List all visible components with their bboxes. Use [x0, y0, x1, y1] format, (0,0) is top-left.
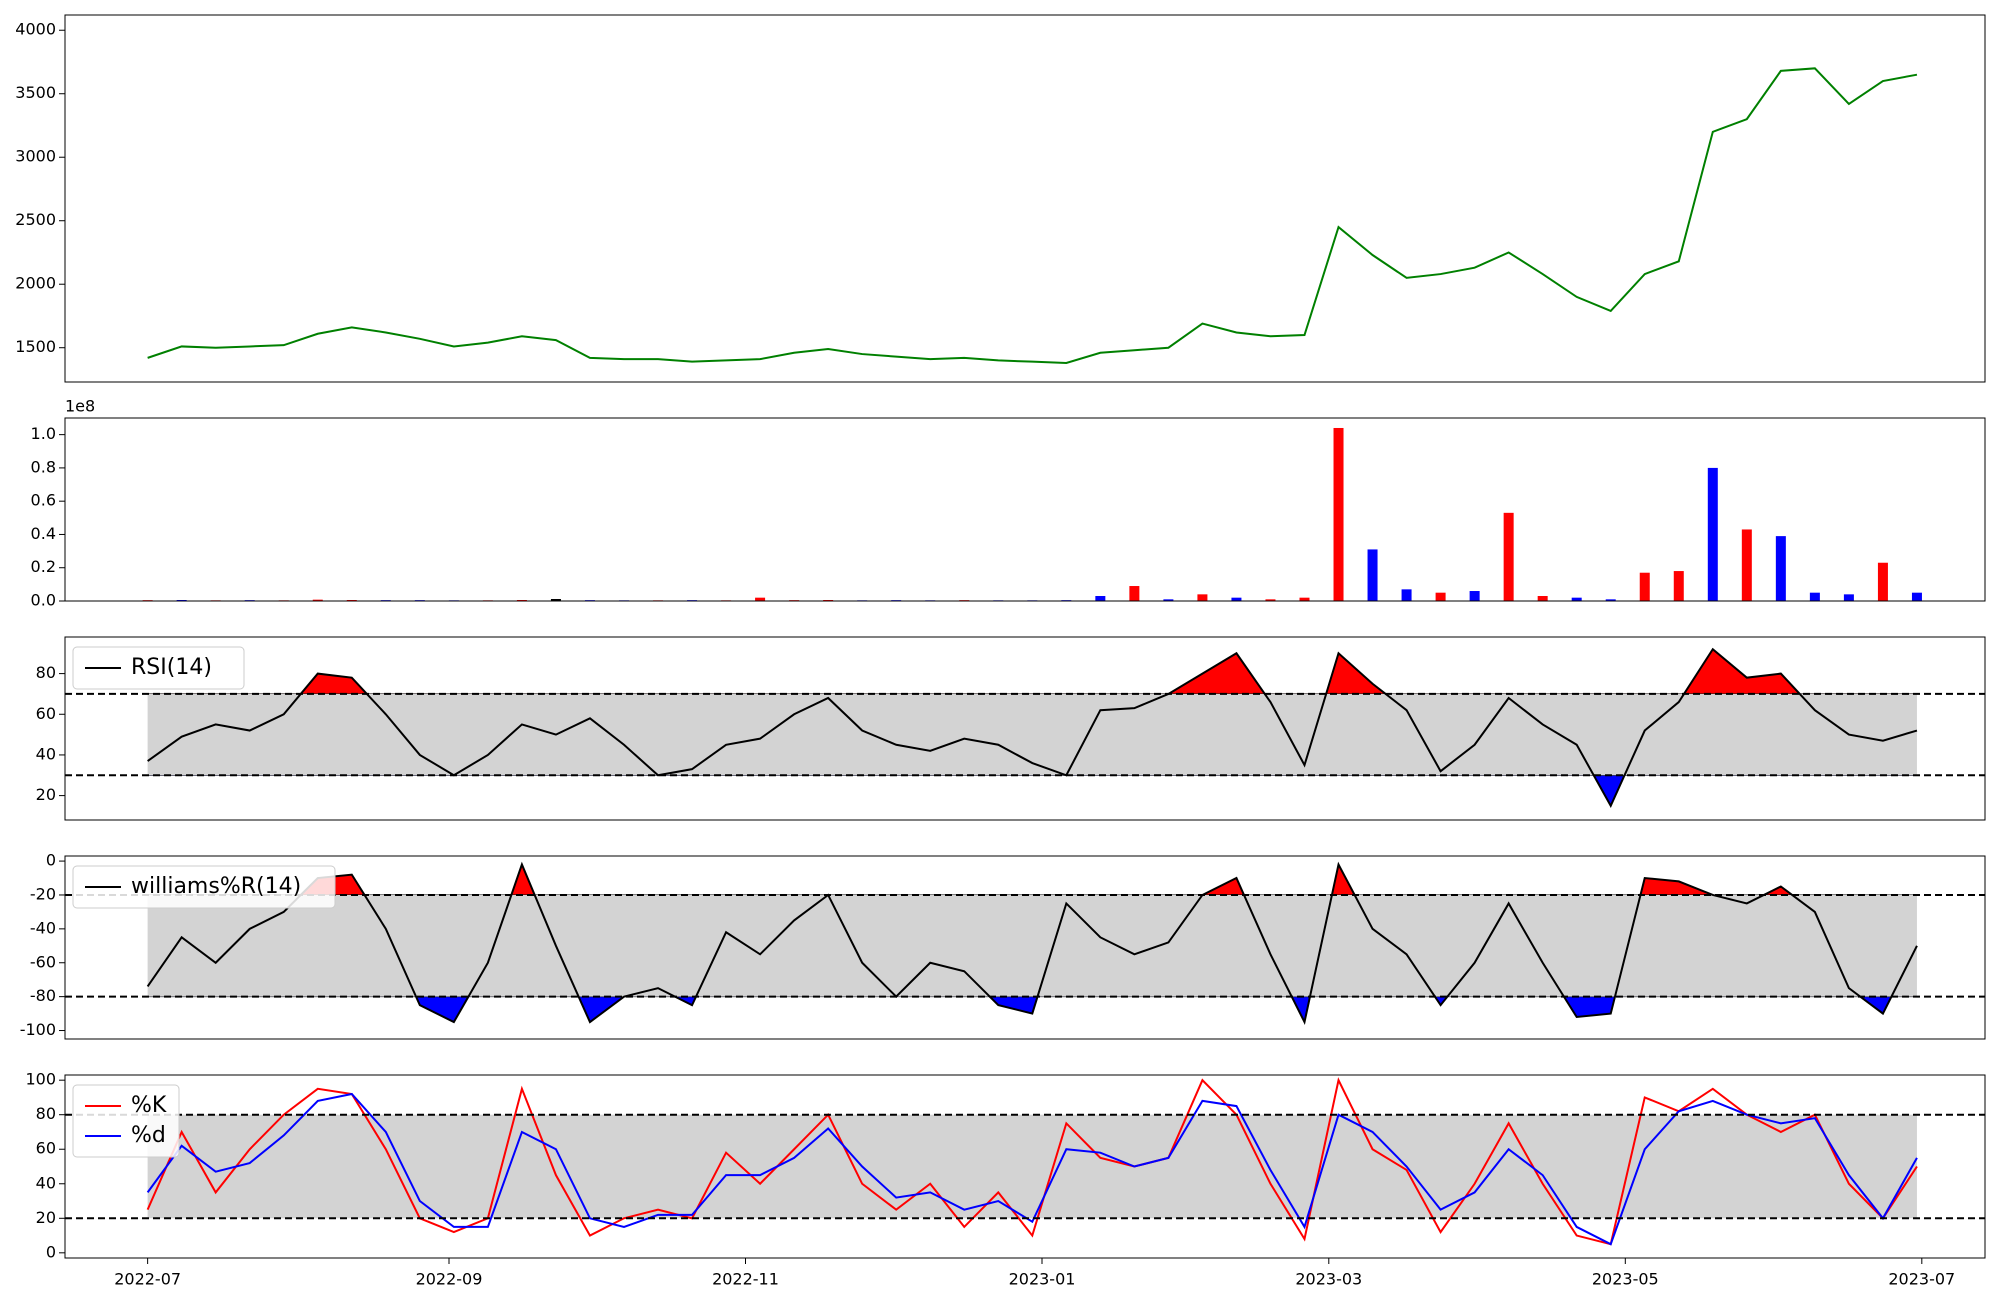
- volume-bar: [1843, 594, 1854, 601]
- volume-bar: [1741, 529, 1752, 601]
- y-tick-label: 60: [36, 704, 56, 723]
- legend-label: %d: [131, 1123, 166, 1148]
- y-tick-label: 0.4: [31, 524, 56, 543]
- volume-bar: [1265, 599, 1276, 601]
- x-tick-label: 2023-01: [1009, 1270, 1076, 1289]
- volume-bar: [1877, 562, 1888, 601]
- volume-bar: [1095, 596, 1106, 601]
- y-tick-label: 1.0: [31, 424, 56, 443]
- y-tick-label: -60: [30, 952, 56, 971]
- volume-bar: [1673, 571, 1684, 601]
- y-tick-label: 3000: [15, 147, 56, 166]
- y-tick-label: 0: [46, 1242, 56, 1261]
- y-tick-label: 40: [36, 1173, 56, 1192]
- panel-frame: [64, 636, 1986, 821]
- volume-bar: [1197, 594, 1208, 601]
- legend-label: williams%R(14): [131, 874, 301, 899]
- y-tick-label: 1500: [15, 337, 56, 356]
- volume-bar: [1435, 592, 1446, 601]
- y-tick-label: -20: [30, 884, 56, 903]
- series-line: [146, 1077, 1918, 1246]
- y-tick-label: 60: [36, 1139, 56, 1158]
- volume-bar: [1163, 599, 1174, 601]
- volume-bar: [1299, 597, 1310, 601]
- legend-box: [72, 865, 336, 909]
- legend-label: RSI(14): [131, 655, 212, 680]
- series-line: [146, 861, 1918, 1026]
- series-line: [147, 67, 1918, 364]
- x-tick-label: 2022-09: [416, 1270, 483, 1289]
- neutral-band: [147, 693, 1917, 776]
- neutral-band: [147, 1114, 1917, 1219]
- volume-bar: [1605, 599, 1616, 601]
- y-tick-label: 40: [36, 744, 56, 763]
- volume-bar: [1401, 589, 1412, 601]
- y-tick-label: 0.6: [31, 491, 56, 510]
- legend: williams%R(14): [72, 865, 336, 909]
- volume-bar: [1503, 512, 1514, 601]
- panel-frame: [64, 14, 1986, 383]
- volume-bar: [1639, 572, 1650, 601]
- x-tick-label: 2022-11: [712, 1270, 779, 1289]
- y-tick-label: -100: [20, 1020, 56, 1039]
- y-tick-label: 20: [36, 785, 56, 804]
- offset-label: 1e8: [65, 397, 95, 416]
- volume-bar: [1707, 467, 1718, 601]
- legend: RSI(14): [72, 646, 245, 690]
- volume-bar: [1775, 536, 1786, 601]
- legend-box: [72, 646, 245, 690]
- legend-box: [72, 1084, 180, 1158]
- volume-bar: [550, 599, 561, 601]
- volume-bar: [1809, 592, 1820, 601]
- y-tick-label: 0.2: [31, 557, 56, 576]
- y-tick-label: 80: [36, 663, 56, 682]
- y-tick-label: -40: [30, 918, 56, 937]
- y-tick-label: 80: [36, 1104, 56, 1123]
- volume-bar: [1571, 597, 1582, 601]
- series-line: [147, 647, 1918, 808]
- y-tick-label: 0.8: [31, 457, 56, 476]
- neutral-band: [147, 894, 1917, 997]
- volume-bar: [1469, 591, 1480, 601]
- volume-bar: [1231, 597, 1242, 601]
- x-tick-label: 2023-03: [1295, 1270, 1362, 1289]
- y-tick-label: -80: [30, 986, 56, 1005]
- volume-bar: [1911, 592, 1922, 601]
- y-tick-label: 100: [25, 1070, 56, 1089]
- x-tick-label: 2023-05: [1592, 1270, 1659, 1289]
- volume-bar: [312, 599, 323, 601]
- y-tick-label: 0.0: [31, 591, 56, 610]
- y-tick-label: 20: [36, 1208, 56, 1227]
- panel-frame: [64, 1074, 1986, 1259]
- volume-bar: [1537, 596, 1548, 601]
- volume-bar: [755, 597, 766, 601]
- panel-frame: [64, 855, 1986, 1040]
- volume-bar: [1129, 586, 1140, 601]
- y-tick-label: 2500: [15, 210, 56, 229]
- y-tick-label: 2000: [15, 274, 56, 293]
- panel-frame: [64, 417, 1986, 602]
- y-tick-label: 0: [46, 851, 56, 870]
- volume-bar: [1333, 427, 1344, 601]
- x-tick-label: 2023-07: [1888, 1270, 1955, 1289]
- y-tick-label: 4000: [15, 20, 56, 39]
- y-tick-label: 3500: [15, 83, 56, 102]
- legend: %K %d: [72, 1084, 180, 1158]
- x-tick-label: 2022-07: [114, 1270, 181, 1289]
- legend-label: %K: [131, 1093, 167, 1118]
- fill-above: [147, 648, 1918, 694]
- volume-bar: [1367, 549, 1378, 601]
